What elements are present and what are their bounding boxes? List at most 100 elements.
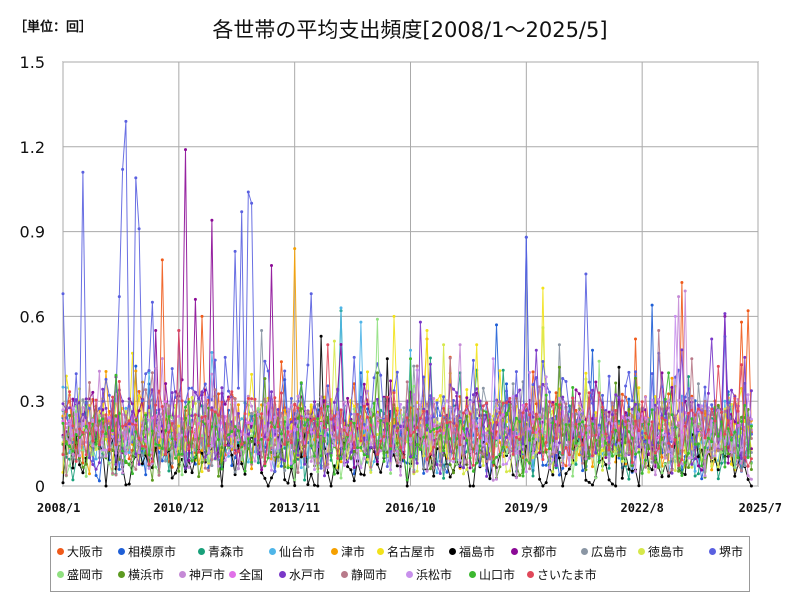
data-point — [91, 422, 95, 426]
data-point — [339, 457, 343, 461]
data-point — [683, 451, 687, 455]
data-point — [505, 441, 508, 444]
data-point — [177, 469, 181, 473]
data-point — [660, 407, 664, 411]
data-point — [68, 445, 72, 448]
data-point — [514, 394, 518, 398]
data-point — [468, 456, 472, 460]
data-point — [266, 484, 270, 488]
data-point — [184, 405, 187, 409]
data-point — [634, 469, 637, 473]
data-point — [250, 404, 254, 408]
data-point — [71, 406, 75, 410]
data-point — [412, 470, 416, 474]
data-point — [438, 394, 442, 398]
data-point — [587, 456, 591, 460]
legend-item: 広島市 — [581, 543, 627, 560]
data-point — [170, 437, 174, 441]
data-point — [107, 393, 111, 397]
data-point — [246, 460, 250, 464]
data-point — [197, 475, 201, 479]
data-point — [604, 441, 608, 445]
data-point — [339, 306, 343, 310]
data-point — [230, 464, 234, 468]
data-point — [174, 437, 177, 441]
data-point — [577, 392, 581, 396]
data-point — [326, 405, 330, 408]
data-point — [617, 365, 621, 369]
data-point — [104, 454, 108, 458]
data-point — [471, 402, 475, 406]
data-point — [657, 449, 661, 453]
data-point — [263, 464, 267, 468]
data-point — [475, 387, 479, 391]
data-point — [71, 424, 75, 428]
data-point — [544, 441, 548, 444]
data-point — [614, 381, 618, 385]
data-point — [160, 459, 164, 463]
data-point — [690, 462, 694, 466]
data-point — [428, 452, 432, 456]
data-point — [620, 415, 624, 419]
data-point — [544, 450, 548, 454]
data-point — [746, 474, 750, 478]
data-point — [399, 402, 403, 406]
data-point — [260, 455, 264, 459]
data-point — [243, 433, 247, 437]
data-point — [124, 119, 128, 123]
data-point — [379, 449, 383, 453]
data-point — [548, 400, 551, 404]
data-point — [306, 431, 310, 434]
data-point — [690, 436, 694, 440]
data-point — [740, 448, 743, 452]
data-point — [253, 397, 257, 401]
data-point — [375, 452, 379, 456]
data-point — [78, 427, 81, 431]
data-point — [637, 445, 641, 449]
data-point — [223, 402, 227, 406]
data-point — [501, 445, 505, 449]
data-point — [342, 447, 346, 451]
data-point — [541, 382, 545, 386]
data-point — [359, 439, 363, 443]
data-point — [743, 355, 747, 359]
data-point — [584, 448, 588, 452]
data-point — [74, 398, 78, 402]
data-point — [647, 440, 651, 444]
data-point — [660, 428, 664, 432]
data-point — [475, 427, 479, 431]
data-point — [78, 420, 81, 424]
data-point — [594, 451, 598, 455]
data-point — [313, 427, 316, 431]
data-point — [84, 401, 88, 405]
data-point — [412, 455, 416, 459]
data-point — [78, 422, 81, 426]
data-point — [478, 463, 482, 467]
data-point — [505, 412, 508, 415]
data-point — [667, 450, 671, 454]
data-point — [68, 441, 72, 445]
data-point — [495, 323, 498, 327]
data-point — [514, 428, 518, 432]
data-point — [210, 444, 214, 448]
data-point — [448, 459, 452, 463]
data-point — [137, 390, 141, 393]
legend-label: 山口市 — [479, 568, 516, 582]
data-point — [246, 421, 250, 425]
data-point — [660, 416, 664, 420]
data-point — [61, 385, 65, 389]
y-tick-label: 0.3 — [20, 392, 45, 411]
data-point — [448, 437, 452, 441]
data-point — [720, 451, 724, 454]
x-tick-label: 2022/8 — [620, 501, 663, 515]
data-point — [114, 463, 118, 466]
legend-marker — [279, 571, 286, 578]
data-point — [273, 453, 277, 457]
data-point — [584, 468, 588, 472]
data-point — [134, 430, 138, 434]
data-point — [663, 462, 667, 466]
data-point — [359, 472, 363, 476]
data-point — [418, 320, 422, 324]
data-point — [693, 469, 697, 473]
data-point — [187, 458, 191, 462]
